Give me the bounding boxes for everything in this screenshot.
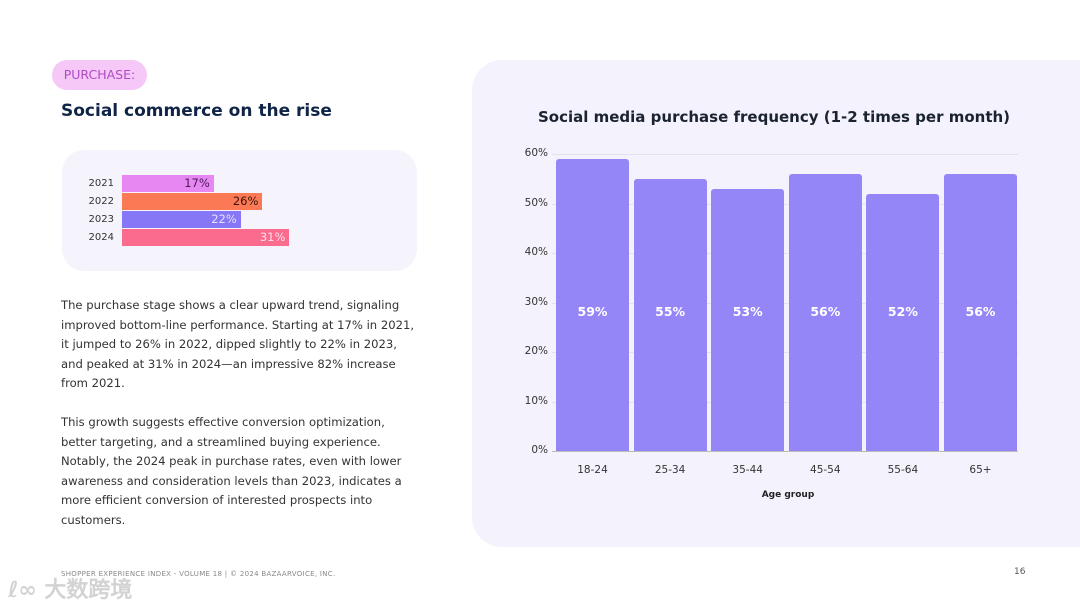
year-bar: 26% [122, 193, 263, 210]
footer-text: SHOPPER EXPERIENCE INDEX - VOLUME 18 | ©… [61, 570, 336, 578]
paragraph: This growth suggests effective conversio… [61, 414, 402, 527]
bar [866, 193, 940, 451]
year-bar: 22% [122, 211, 241, 228]
chart-title: Social media purchase frequency (1-2 tim… [538, 108, 1011, 126]
bar [556, 158, 629, 451]
body-text: The purchase stage shows a clear upward … [61, 296, 421, 550]
y-tick-label: 10% [524, 394, 548, 407]
x-tick-label: 25-34 [654, 464, 686, 476]
y-tick-label: 20% [524, 345, 548, 357]
gridline [552, 154, 1018, 155]
bar-value-label: 55% [655, 304, 686, 319]
x-tick-label: 65+ [969, 464, 992, 476]
paragraph: The purchase stage shows a clear upward … [61, 298, 415, 391]
bar-value-label: 53% [732, 304, 763, 319]
bar-value-label: 56% [810, 304, 841, 319]
bar-value-label: 52% [887, 304, 918, 319]
year-label: 2021 [88, 178, 114, 189]
page-title: Social commerce on the rise [61, 101, 332, 121]
x-tick-label: 55-64 [887, 464, 919, 476]
y-tick-label: 50% [524, 196, 548, 209]
y-tick-label: 30% [524, 295, 548, 308]
year-label: 2024 [88, 232, 114, 243]
watermark-logo: ℓ∞ 大数跨境 [8, 578, 133, 603]
year-bar: 31% [122, 229, 290, 246]
page-number: 16 [1014, 567, 1026, 577]
year-label: 2023 [88, 214, 114, 225]
gridline [552, 451, 1018, 452]
bar [788, 173, 862, 451]
bar [944, 173, 1017, 451]
x-tick-label: 35-44 [732, 464, 763, 476]
gridline [552, 203, 1018, 205]
yearly-purchase-chart: 2021 17% 2022 26% 2023 22% 2024 31% [62, 150, 417, 271]
y-tick-label: 40% [524, 246, 548, 258]
gridline [552, 253, 1018, 254]
x-axis-label: Age group [761, 490, 815, 500]
y-tick-label: 60% [524, 147, 548, 159]
bar-value-label: 59% [577, 304, 608, 319]
x-tick-label: 18-24 [577, 464, 608, 476]
bar-value-label: 56% [965, 304, 996, 319]
section-tag: PURCHASE: [52, 60, 147, 90]
year-label: 2022 [88, 196, 114, 207]
y-tick-label: 0% [531, 444, 548, 456]
x-tick-label: 45-54 [810, 464, 841, 476]
year-bar: 17% [122, 175, 214, 192]
bar [633, 178, 707, 451]
gridline [552, 401, 1018, 403]
bar [711, 188, 785, 451]
gridline [552, 302, 1018, 304]
gridline [552, 352, 1018, 353]
